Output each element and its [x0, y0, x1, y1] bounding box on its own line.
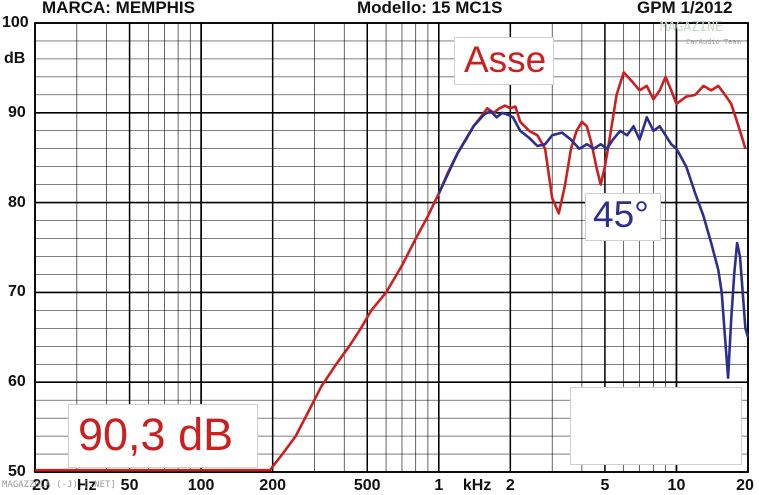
sensitivity-value: 90,3 dB — [78, 409, 234, 460]
x-tick-label: 500 — [353, 477, 381, 494]
x-tick-label: 50 — [120, 477, 139, 494]
brand-title: MARCA: MEMPHIS — [42, 0, 195, 17]
series-label-45: 45° — [593, 194, 649, 235]
x-tick-label: 20 — [736, 477, 754, 494]
x-tick-label: 20 — [32, 477, 50, 494]
series-line-45 — [437, 109, 750, 379]
series-label-box-45: 45° — [585, 193, 661, 241]
watermark-bottom: MAGAZZOLA (-J) [.NET] — [2, 480, 116, 490]
x-tick-label: 5 — [600, 477, 610, 494]
model-title: Modello: 15 MC1S — [357, 0, 503, 17]
x-tick-label: 1 — [434, 477, 444, 494]
plot-border — [34, 22, 749, 473]
x-tick-label: 100 — [187, 477, 215, 494]
blank-legend-box — [570, 387, 742, 465]
series-label-box-axis: Asse — [454, 37, 554, 85]
series-line-axis — [35, 71, 747, 472]
y-tick-label: 60 — [8, 373, 26, 391]
watermark-logo-line1: MAGAZINE — [660, 20, 723, 35]
y-tick-label: 70 — [8, 283, 26, 301]
y-tick-label: 100 — [2, 14, 29, 31]
y-tick-label: 50 — [8, 463, 26, 480]
y-tick-label: 80 — [8, 193, 26, 211]
y-tick-label: dB — [4, 49, 26, 67]
x-tick-label: 10 — [667, 477, 686, 494]
x-tick-label: 2 — [505, 477, 515, 494]
x-tick-label: kHz — [462, 477, 492, 494]
issue-title: GPM 1/2012 — [637, 0, 733, 17]
series-label-axis: Asse — [464, 39, 547, 80]
x-tick-label: 200 — [259, 477, 287, 494]
sensitivity-box: 90,3 dB — [68, 404, 258, 468]
y-tick-label: 90 — [8, 103, 26, 121]
watermark-logo-line2: CarAudio Team — [686, 38, 741, 46]
x-tick-label: Hz — [76, 477, 97, 494]
